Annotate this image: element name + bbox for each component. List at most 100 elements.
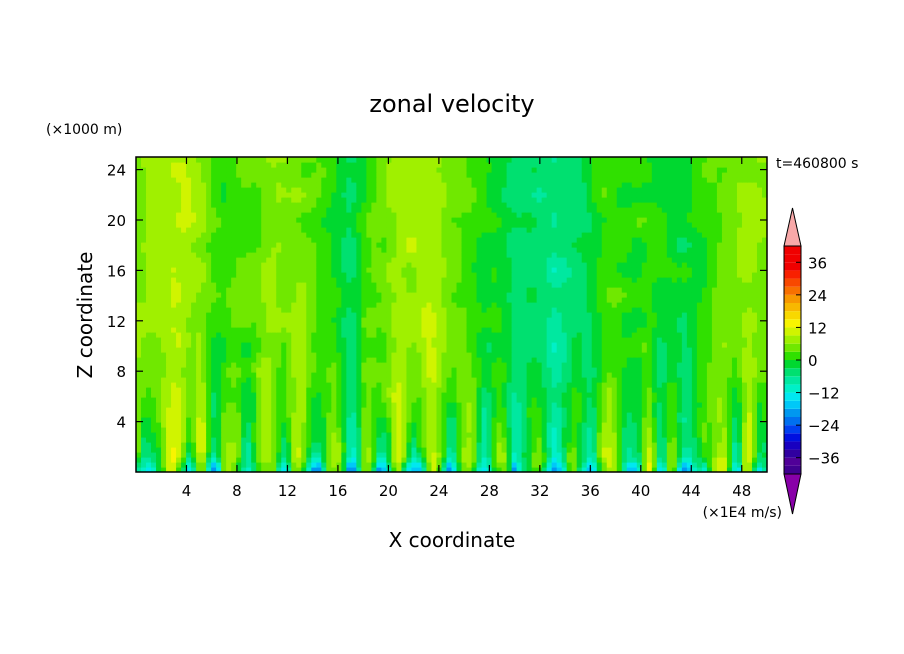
heat-cell xyxy=(221,337,227,343)
heat-cell xyxy=(761,277,767,283)
heat-cell xyxy=(741,387,748,393)
heat-cell xyxy=(331,462,337,468)
heat-cell xyxy=(146,357,152,363)
heat-cell xyxy=(356,282,362,288)
heat-cell xyxy=(346,352,352,358)
heat-cell xyxy=(311,417,317,423)
heat-cell xyxy=(486,347,493,353)
heat-cell xyxy=(411,292,418,298)
heat-cell xyxy=(561,342,568,348)
heat-cell xyxy=(726,347,733,353)
heat-cell xyxy=(151,282,157,288)
heat-cell xyxy=(656,467,663,472)
heat-cell xyxy=(561,437,568,443)
heat-cell xyxy=(171,462,177,468)
heat-cell xyxy=(726,457,733,463)
heat-cell xyxy=(161,342,167,348)
heat-cell xyxy=(546,342,553,348)
heat-cell xyxy=(476,417,483,423)
heat-cell xyxy=(286,467,292,472)
heat-cell xyxy=(331,357,337,363)
heat-cell xyxy=(541,462,548,468)
heat-cell xyxy=(586,277,593,283)
heat-cell xyxy=(546,432,553,438)
heat-cell xyxy=(551,437,558,443)
heat-cell xyxy=(316,397,322,403)
heat-cell xyxy=(561,407,568,413)
heat-cell xyxy=(601,422,608,428)
heat-cell xyxy=(261,347,267,353)
heat-cell xyxy=(331,302,337,308)
heat-cell xyxy=(571,457,578,463)
heat-cell xyxy=(366,372,372,378)
heat-cell xyxy=(736,362,743,368)
heat-cell xyxy=(436,282,443,288)
heat-cell xyxy=(656,282,663,288)
heat-cell xyxy=(246,307,252,313)
heat-cell xyxy=(291,422,297,428)
heat-cell xyxy=(401,277,408,283)
heat-cell xyxy=(181,462,187,468)
heat-cell xyxy=(146,292,152,298)
heat-cell xyxy=(336,327,342,333)
heat-cell xyxy=(691,427,698,433)
heat-cell xyxy=(486,412,493,418)
heat-cell xyxy=(191,422,197,428)
heat-cell xyxy=(476,392,483,398)
heat-cell xyxy=(491,277,498,283)
heat-cell xyxy=(521,462,528,468)
heat-cell xyxy=(641,392,648,398)
heat-cell xyxy=(651,417,658,423)
heat-cell xyxy=(256,467,262,472)
heat-cell xyxy=(526,407,533,413)
heat-cell xyxy=(136,402,142,408)
heat-cell xyxy=(306,372,312,378)
heat-cell xyxy=(531,412,538,418)
heat-cell xyxy=(741,322,748,328)
heat-cell xyxy=(341,372,347,378)
heat-cell xyxy=(391,377,398,383)
heat-cell xyxy=(366,322,372,328)
heat-cell xyxy=(446,432,453,438)
heat-cell xyxy=(216,347,222,353)
heat-cell xyxy=(606,397,613,403)
heat-cell xyxy=(376,447,382,453)
heat-cell xyxy=(426,332,433,338)
heat-cell xyxy=(556,392,563,398)
heat-cell xyxy=(611,392,618,398)
heat-cell xyxy=(446,402,453,408)
heat-cell xyxy=(716,392,723,398)
heat-cell xyxy=(261,277,267,283)
heat-cell xyxy=(361,327,367,333)
heat-cell xyxy=(286,357,292,363)
heat-cell xyxy=(666,427,673,433)
heat-cell xyxy=(446,377,453,383)
heat-cell xyxy=(226,392,232,398)
heat-cell xyxy=(411,287,418,293)
heat-cell xyxy=(461,302,468,308)
heat-cell xyxy=(701,447,708,453)
heat-cell xyxy=(546,357,553,363)
heat-cell xyxy=(376,372,382,378)
heat-cell xyxy=(231,462,237,468)
heat-cell xyxy=(701,307,708,313)
heat-cell xyxy=(706,397,713,403)
heat-cell xyxy=(291,427,297,433)
heat-cell xyxy=(561,452,568,458)
heat-cell xyxy=(731,397,738,403)
heat-cell xyxy=(536,447,543,453)
heat-cell xyxy=(236,362,242,368)
heat-cell xyxy=(551,457,558,463)
heat-cell xyxy=(551,372,558,378)
heat-cell xyxy=(371,297,377,303)
heat-cell xyxy=(281,337,287,343)
heat-cell xyxy=(616,437,623,443)
heat-cell xyxy=(276,427,282,433)
heat-cell xyxy=(501,462,508,468)
heat-cell xyxy=(651,287,658,293)
heat-cell xyxy=(666,362,673,368)
heat-cell xyxy=(411,377,418,383)
heat-cell xyxy=(251,272,257,278)
heat-cell xyxy=(376,457,382,463)
heat-cell xyxy=(251,362,257,368)
